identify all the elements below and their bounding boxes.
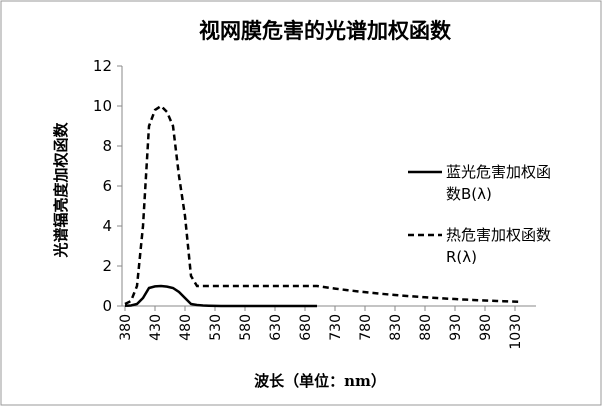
y-tick-label: 10: [93, 97, 112, 115]
x-tick-label: 780: [358, 314, 374, 341]
x-tick-label: 930: [448, 314, 464, 341]
x-tick-label: 830: [388, 314, 404, 341]
y-tick-label: 6: [102, 177, 112, 195]
y-axis-label: 光谱辐亮度加权函数: [52, 122, 70, 259]
x-axis-label: 波长（单位：nm）: [254, 372, 386, 390]
x-tick-label: 730: [328, 314, 344, 341]
x-tick-label: 430: [148, 314, 164, 341]
x-tick-label: 630: [268, 314, 284, 341]
y-tick-label: 4: [102, 217, 112, 235]
y-tick-label: 2: [102, 257, 112, 275]
x-tick-label: 480: [178, 314, 194, 341]
chart-title: 视网膜危害的光谱加权函数: [199, 18, 452, 43]
x-tick-label: 980: [478, 314, 494, 341]
legend-label: 蓝光危害加权函数B(λ): [446, 163, 552, 203]
x-tick-label: 380: [118, 314, 134, 341]
x-tick-label: 580: [238, 314, 254, 341]
x-tick-label: 530: [208, 314, 224, 341]
y-tick-label: 0: [102, 297, 112, 315]
legend-label: 热危害加权函数R(λ): [446, 226, 552, 266]
series-line: [124, 284, 317, 308]
x-tick-label: 680: [298, 314, 314, 341]
series-line: [124, 104, 522, 306]
x-tick-label: 1030: [508, 314, 524, 350]
y-tick-label: 8: [102, 137, 112, 155]
y-tick-label: 12: [93, 57, 112, 75]
x-tick-label: 880: [418, 314, 434, 341]
